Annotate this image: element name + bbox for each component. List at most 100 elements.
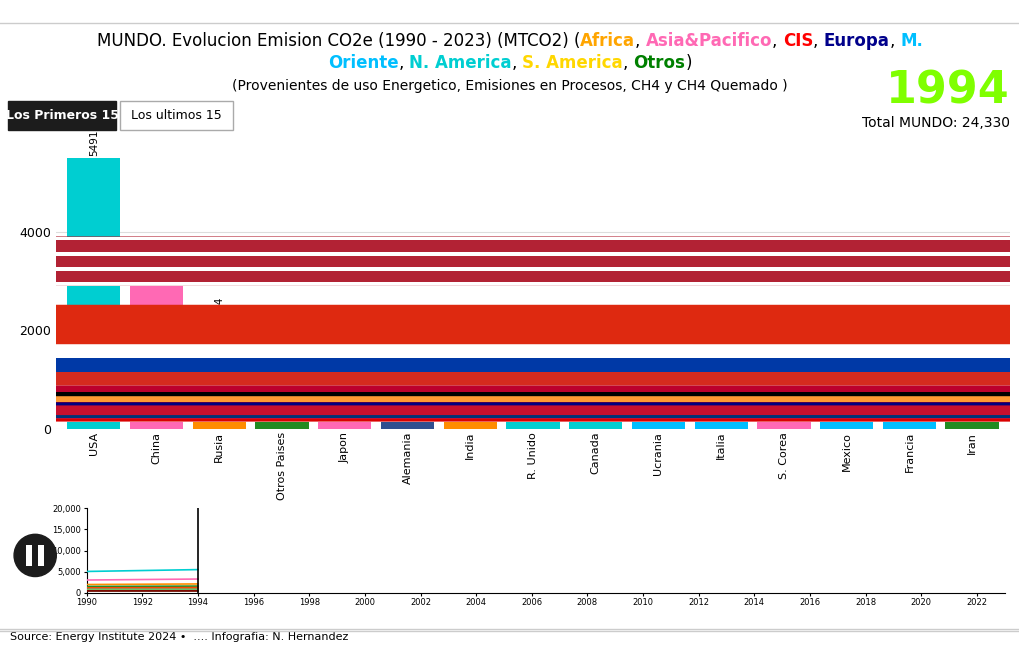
Text: ,: ,	[812, 31, 823, 49]
Bar	[819, 411, 872, 429]
Circle shape	[0, 414, 1019, 421]
Bar	[631, 407, 685, 429]
Bar	[129, 268, 183, 429]
Circle shape	[0, 409, 1019, 419]
Text: 584: 584	[528, 378, 537, 398]
Circle shape	[0, 403, 1019, 406]
FancyBboxPatch shape	[39, 545, 45, 566]
Bar	[380, 384, 434, 429]
Circle shape	[0, 412, 1019, 421]
Text: ,: ,	[512, 54, 522, 72]
Circle shape	[0, 237, 1019, 286]
FancyBboxPatch shape	[0, 419, 1019, 422]
Text: 2094: 2094	[214, 297, 224, 323]
Bar	[193, 326, 246, 429]
Bar	[255, 351, 309, 429]
Bar	[569, 404, 622, 429]
Text: Europa: Europa	[823, 31, 889, 49]
Circle shape	[0, 415, 1019, 422]
Text: 916: 916	[403, 361, 412, 382]
FancyBboxPatch shape	[0, 237, 1019, 240]
Bar	[318, 369, 371, 429]
Circle shape	[0, 365, 1019, 396]
FancyBboxPatch shape	[0, 410, 1019, 412]
FancyBboxPatch shape	[0, 406, 1019, 417]
FancyBboxPatch shape	[0, 252, 1019, 255]
FancyBboxPatch shape	[0, 259, 1019, 263]
Circle shape	[0, 344, 1019, 385]
Text: CIS: CIS	[783, 31, 812, 49]
Text: Los Primeros 15: Los Primeros 15	[5, 109, 118, 122]
FancyBboxPatch shape	[8, 101, 116, 130]
Text: N. America: N. America	[409, 54, 512, 72]
Circle shape	[0, 344, 1019, 385]
Circle shape	[0, 414, 1019, 421]
Bar	[443, 389, 496, 429]
Bar	[694, 408, 747, 429]
Circle shape	[0, 305, 1019, 354]
Text: Los ultimos 15: Los ultimos 15	[131, 109, 221, 122]
FancyBboxPatch shape	[26, 545, 32, 566]
Circle shape	[0, 409, 1019, 419]
Text: ,: ,	[398, 54, 409, 72]
Bar	[67, 159, 120, 429]
Circle shape	[0, 379, 1019, 404]
Bar	[881, 411, 935, 429]
Circle shape	[0, 406, 1019, 417]
Text: 371: 371	[841, 388, 851, 408]
FancyBboxPatch shape	[0, 398, 1019, 404]
Circle shape	[0, 237, 1019, 286]
FancyBboxPatch shape	[0, 415, 1019, 417]
Text: 812: 812	[465, 367, 475, 387]
Circle shape	[0, 365, 1019, 396]
Text: Asia&Pacifico: Asia&Pacifico	[645, 31, 771, 49]
Circle shape	[0, 379, 1019, 404]
FancyBboxPatch shape	[0, 372, 1019, 385]
Circle shape	[0, 386, 1019, 396]
Text: 1994: 1994	[886, 70, 1009, 112]
Text: 356: 356	[966, 389, 976, 409]
Text: MUNDO. Evolucion Emision CO2e (1990 - 2023) (MTCO2) (: MUNDO. Evolucion Emision CO2e (1990 - 20…	[97, 31, 580, 49]
Text: Oriente: Oriente	[328, 54, 398, 72]
Text: ,: ,	[635, 31, 645, 49]
Circle shape	[0, 411, 1019, 420]
Circle shape	[0, 413, 1019, 421]
Circle shape	[0, 414, 1019, 421]
FancyBboxPatch shape	[0, 411, 1019, 415]
Text: ,: ,	[889, 31, 900, 49]
Text: Source: Energy Institute 2024 •  .... Infografia: N. Hernandez: Source: Energy Institute 2024 • .... Inf…	[10, 632, 348, 642]
Circle shape	[0, 411, 1019, 420]
FancyBboxPatch shape	[0, 244, 1019, 248]
Text: Otros: Otros	[633, 54, 685, 72]
FancyBboxPatch shape	[0, 396, 1019, 402]
Text: ): )	[685, 54, 691, 72]
FancyBboxPatch shape	[0, 267, 1019, 270]
FancyBboxPatch shape	[0, 274, 1019, 278]
FancyBboxPatch shape	[0, 282, 1019, 286]
Text: 499: 499	[590, 382, 600, 402]
Text: 5491: 5491	[89, 129, 99, 156]
Text: 365: 365	[904, 389, 913, 409]
Circle shape	[0, 392, 1019, 410]
Bar	[756, 410, 810, 429]
Bar	[505, 400, 559, 429]
Circle shape	[0, 392, 1019, 410]
Text: (Provenientes de uso Energetico, Emisiones en Procesos, CH4 y CH4 Quemado ): (Provenientes de uso Energetico, Emision…	[232, 79, 787, 93]
FancyBboxPatch shape	[0, 392, 1019, 398]
Text: Total MUNDO: 24,330: Total MUNDO: 24,330	[861, 116, 1009, 130]
Circle shape	[0, 412, 1019, 421]
Text: ,: ,	[623, 54, 633, 72]
Text: Africa: Africa	[580, 31, 635, 49]
Text: M.: M.	[900, 31, 922, 49]
Wedge shape	[0, 416, 1019, 417]
Circle shape	[0, 414, 1019, 421]
Text: S. America: S. America	[522, 54, 623, 72]
Text: 445: 445	[653, 385, 662, 404]
Text: 416: 416	[715, 386, 726, 406]
Circle shape	[0, 406, 1019, 417]
FancyBboxPatch shape	[0, 358, 1019, 372]
Text: ,: ,	[771, 31, 783, 49]
Text: 3258: 3258	[152, 239, 161, 266]
Circle shape	[14, 534, 56, 577]
Text: 1589: 1589	[277, 322, 286, 348]
